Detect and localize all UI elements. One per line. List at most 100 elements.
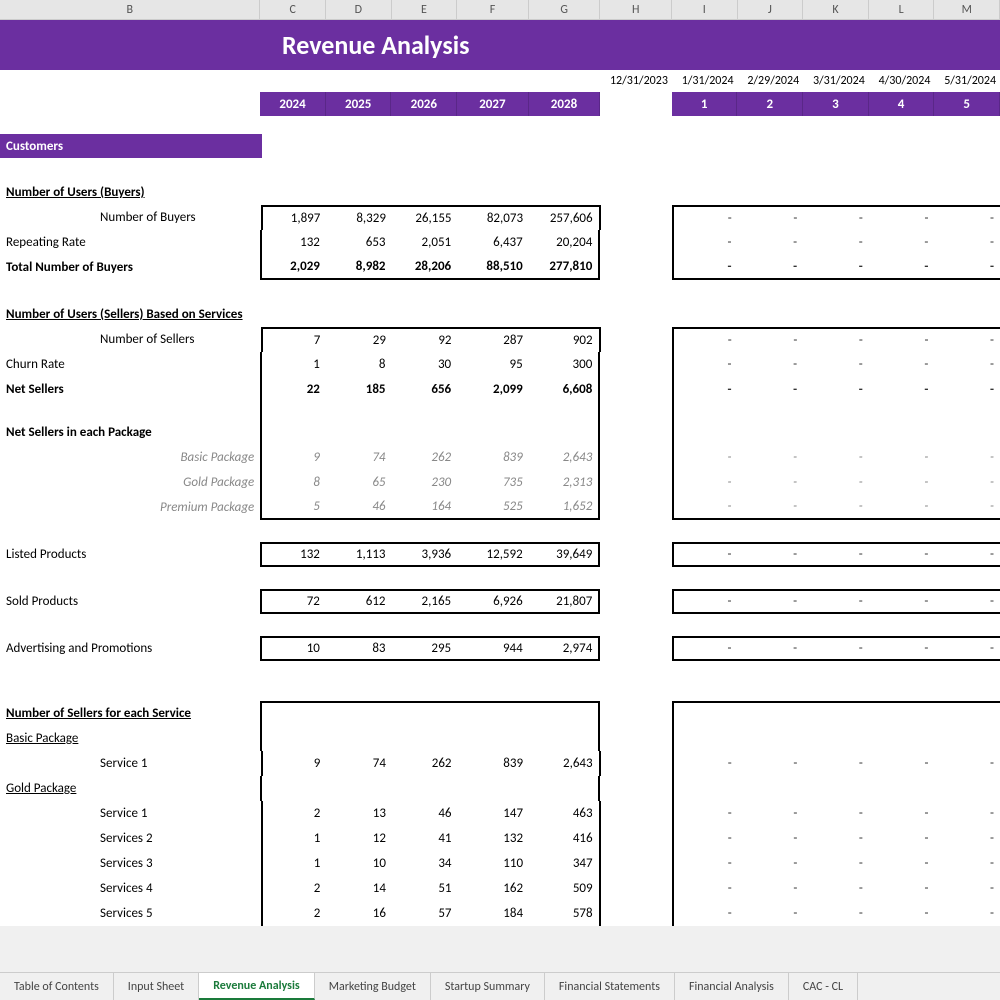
cell[interactable]: 26,155 [392,205,458,230]
cell[interactable]: - [869,876,935,901]
cell[interactable]: 28,206 [392,255,458,280]
cell[interactable]: - [738,636,804,661]
cell[interactable]: - [869,255,935,280]
cell[interactable]: 9 [261,751,327,776]
cell[interactable]: 839 [458,751,530,776]
col-header-c[interactable]: C [260,0,326,19]
tab-table-of-contents[interactable]: Table of Contents [0,973,114,1000]
cell[interactable]: - [934,255,1000,280]
cell[interactable]: 57 [392,901,458,926]
col-header-l[interactable]: L [869,0,935,19]
tab-cac-cl[interactable]: CAC - CL [789,973,858,1000]
cell[interactable]: 5 [260,495,326,520]
cell[interactable]: - [934,495,1000,520]
date-i[interactable]: 1/31/2024 [672,70,738,92]
cell[interactable]: 6,608 [529,377,601,402]
cell[interactable]: - [934,377,1000,402]
cell[interactable]: 2,051 [392,230,458,255]
cell[interactable]: - [803,589,869,614]
cell[interactable]: 944 [457,636,529,661]
cell[interactable]: 2 [261,901,327,926]
col-header-e[interactable]: E [392,0,458,19]
cell[interactable]: - [738,255,804,280]
col-header-b[interactable]: B [0,0,260,19]
cell[interactable]: 2,165 [392,589,458,614]
cell[interactable]: 41 [392,826,458,851]
year-2026[interactable]: 2026 [391,92,457,116]
cell[interactable]: 13 [326,801,392,826]
cell[interactable]: - [672,826,738,851]
tab-revenue-analysis[interactable]: Revenue Analysis [199,973,315,1000]
cell[interactable]: - [934,445,1000,470]
tab-input-sheet[interactable]: Input Sheet [114,973,199,1000]
cell[interactable]: 162 [458,876,530,901]
cell[interactable]: 184 [458,901,530,926]
cell[interactable]: - [738,801,804,826]
cell[interactable]: 164 [392,495,458,520]
cell[interactable]: - [869,542,935,567]
tab-startup-summary[interactable]: Startup Summary [431,973,545,1000]
cell[interactable]: - [934,205,1000,230]
cell[interactable]: 14 [326,876,392,901]
cell[interactable]: - [672,230,738,255]
year-2028[interactable]: 2028 [529,92,601,116]
cell[interactable]: - [934,901,1000,926]
cell[interactable]: - [672,901,738,926]
cell[interactable]: 3,936 [392,542,458,567]
cell[interactable]: - [934,851,1000,876]
col-header-d[interactable]: D [326,0,392,19]
cell[interactable]: - [803,230,869,255]
cell[interactable]: 22 [260,377,326,402]
cell[interactable]: 8 [326,352,392,377]
cell[interactable]: 65 [326,470,392,495]
cell[interactable]: 2,029 [260,255,326,280]
cell[interactable]: 1 [260,352,326,377]
cell[interactable]: 110 [458,851,530,876]
cell[interactable]: - [869,445,935,470]
cell[interactable]: 74 [326,751,392,776]
cell[interactable]: - [803,495,869,520]
cell[interactable]: 2,099 [457,377,529,402]
cell[interactable]: 2,974 [529,636,601,661]
cell[interactable]: - [803,876,869,901]
cell[interactable]: 51 [392,876,458,901]
cell[interactable]: 46 [326,495,392,520]
cell[interactable]: 1,652 [529,495,601,520]
cell[interactable]: 277,810 [529,255,601,280]
cell[interactable]: 735 [457,470,529,495]
cell[interactable]: - [672,589,738,614]
cell[interactable]: - [738,495,804,520]
cell[interactable]: 262 [392,751,458,776]
cell[interactable]: - [803,901,869,926]
cell[interactable]: 88,510 [457,255,529,280]
cell[interactable]: - [803,636,869,661]
cell[interactable]: - [934,470,1000,495]
cell[interactable]: - [738,470,804,495]
cell[interactable]: - [672,542,738,567]
cell[interactable]: 2 [261,876,327,901]
cell[interactable]: 92 [392,327,458,352]
cell[interactable]: - [869,377,935,402]
cell[interactable]: 2,313 [529,470,601,495]
cell[interactable]: 463 [529,801,601,826]
cell[interactable]: - [672,352,738,377]
cell[interactable]: - [738,377,804,402]
year-2024[interactable]: 2024 [260,92,326,116]
date-l[interactable]: 4/30/2024 [869,70,935,92]
cell[interactable]: 147 [458,801,530,826]
cell[interactable]: - [672,495,738,520]
cell[interactable]: 8,329 [326,205,392,230]
cell[interactable]: - [738,876,804,901]
cell[interactable]: - [803,826,869,851]
cell[interactable]: - [738,205,804,230]
cell[interactable]: - [934,801,1000,826]
cell[interactable]: - [738,230,804,255]
cell[interactable]: - [672,377,738,402]
cell[interactable]: 6,437 [457,230,529,255]
cell[interactable]: - [869,826,935,851]
cell[interactable]: 612 [326,589,392,614]
cell[interactable]: 95 [457,352,529,377]
cell[interactable]: - [672,205,738,230]
tab-marketing-budget[interactable]: Marketing Budget [315,973,431,1000]
cell[interactable]: 902 [529,327,601,352]
